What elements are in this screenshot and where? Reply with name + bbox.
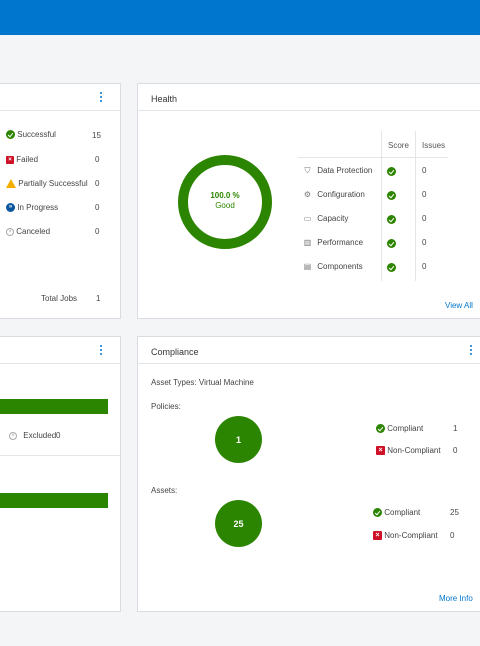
policies-label: Policies: [151,402,181,411]
policies-total-circle: 1 [215,416,262,463]
jobs-count-canceled: 0 [95,227,100,236]
jobs-count-successful: 15 [92,131,101,140]
excluded-icon: × [9,431,17,440]
score-ok-icon [387,215,396,224]
score-ok-icon [387,263,396,272]
health-issues-capacity: 0 [422,214,427,223]
health-score-ring [178,155,272,249]
capacity-icon: ▭ [303,214,312,224]
failed-icon: × [6,155,14,164]
score-ok-icon [387,167,396,176]
jobs-row-successful[interactable]: Successful [6,130,56,140]
health-issues-configuration: 0 [422,190,427,199]
assets-noncompliant-row[interactable]: × Non-Compliant [373,531,438,541]
jobs-more-menu-icon[interactable] [97,90,105,104]
activity-progress-bar [0,493,108,508]
card-divider [138,363,480,364]
health-row-performance[interactable]: ▥ Performance [303,238,364,248]
policies-noncompliant-value: 0 [453,446,458,455]
in-progress-icon: » [6,203,15,213]
health-title: Health [151,94,178,104]
jobs-row-canceled[interactable]: × Canceled [6,227,50,236]
view-all-link[interactable]: View All [445,301,473,310]
health-row-capacity[interactable]: ▭ Capacity [303,214,349,224]
non-compliant-icon: × [373,531,382,541]
health-card: Health 100.0 % Good Score Issues ⛉ Data … [137,83,480,319]
table-divider [298,157,448,158]
success-icon [6,130,15,140]
health-issues-data-protection: 0 [422,166,427,175]
excluded-value: 0 [56,431,61,440]
health-score-status: Good [215,201,235,210]
health-row-configuration[interactable]: ⚙ Configuration [303,190,365,200]
assets-total-circle: 25 [215,500,262,547]
shield-icon: ⛉ [304,166,311,176]
top-banner [0,0,480,35]
gear-icon: ⚙ [303,190,312,200]
table-divider [415,131,416,281]
health-score-percent: 100.0 % [210,191,240,200]
compliant-icon [373,508,382,518]
non-compliant-icon: × [376,446,385,456]
card-divider [138,110,480,111]
policies-compliant-value: 1 [453,424,458,433]
bar-chart-icon: ▥ [303,238,312,248]
jobs-count-in-progress: 0 [95,203,100,212]
components-icon: ▤ [303,262,312,272]
jobs-count-partially-successful: 0 [95,179,100,188]
jobs-row-failed[interactable]: × Failed [6,155,38,164]
excluded-status: × Excluded [9,431,56,440]
jobs-row-partially-successful[interactable]: Partially Successful [6,179,88,189]
policies-compliant-row[interactable]: Compliant [376,424,423,434]
health-col-issues: Issues [422,141,446,150]
health-row-data-protection[interactable]: ⛉ Data Protection [304,166,373,176]
compliant-icon [376,424,385,434]
canceled-icon: × [6,227,14,236]
assets-label: Assets: [151,486,178,495]
assets-noncompliant-value: 0 [450,531,455,540]
card-divider [0,363,120,364]
card-divider [0,455,120,456]
asset-types-label: Asset Types: Virtual Machine [151,378,254,387]
total-jobs-value: 1 [96,294,101,303]
warning-icon [6,179,16,189]
health-row-components[interactable]: ▤ Components [303,262,363,272]
score-ok-icon [387,191,396,200]
table-divider [381,131,382,281]
activity-card: × Excluded 0 [0,336,121,612]
total-jobs-label: Total Jobs [41,294,78,303]
jobs-card: Successful 15 × Failed 0 Partially Succe… [0,83,121,319]
more-info-link[interactable]: More Info [439,594,473,603]
health-col-score: Score [388,141,409,150]
card-divider [0,110,120,111]
activity-progress-bar [0,399,108,414]
policies-noncompliant-row[interactable]: × Non-Compliant [376,446,441,456]
jobs-row-in-progress[interactable]: » In Progress [6,203,58,213]
health-issues-performance: 0 [422,238,427,247]
jobs-count-failed: 0 [95,155,100,164]
compliance-card: Compliance Asset Types: Virtual Machine … [137,336,480,612]
score-ok-icon [387,239,396,248]
compliance-more-menu-icon[interactable] [467,343,475,357]
assets-compliant-value: 25 [450,508,459,517]
activity-more-menu-icon[interactable] [97,343,105,357]
health-issues-components: 0 [422,262,427,271]
assets-compliant-row[interactable]: Compliant [373,508,420,518]
compliance-title: Compliance [151,347,199,357]
